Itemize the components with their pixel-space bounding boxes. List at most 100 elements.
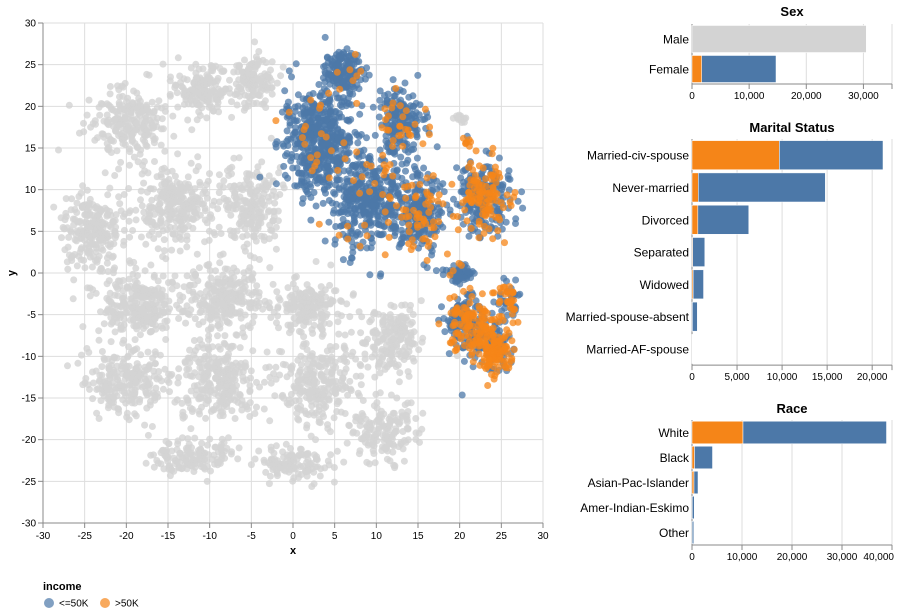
point-unselected (162, 336, 170, 343)
point-low-income (446, 206, 454, 214)
point-unselected (303, 458, 311, 466)
point-unselected (227, 231, 235, 239)
point-unselected (272, 363, 280, 371)
point-unselected (390, 442, 398, 450)
point-unselected (143, 188, 151, 196)
point-unselected (388, 344, 396, 352)
point-unselected (79, 182, 87, 190)
point-unselected (181, 413, 188, 421)
point-low-income (307, 194, 315, 201)
point-unselected (234, 455, 242, 463)
point-unselected (253, 403, 260, 411)
point-unselected (326, 300, 334, 308)
point-unselected (308, 310, 316, 318)
point-low-income (339, 215, 347, 223)
point-unselected (190, 337, 198, 344)
point-unselected (375, 417, 383, 425)
point-unselected (224, 295, 232, 303)
point-unselected (221, 332, 229, 340)
point-unselected (366, 318, 374, 326)
point-unselected (166, 91, 174, 98)
point-unselected (196, 299, 204, 307)
point-unselected (265, 363, 273, 371)
point-unselected (251, 455, 259, 463)
point-unselected (143, 70, 151, 78)
point-unselected (145, 289, 153, 297)
point-unselected (103, 111, 111, 119)
point-unselected (125, 145, 133, 153)
point-unselected (245, 98, 253, 106)
point-unselected (115, 379, 123, 387)
point-low-income (321, 78, 329, 86)
point-unselected (246, 387, 254, 394)
point-unselected (228, 113, 236, 121)
point-unselected (220, 339, 228, 347)
point-unselected (269, 280, 277, 288)
point-unselected (150, 139, 158, 147)
point-unselected (289, 452, 297, 460)
point-unselected (189, 288, 197, 296)
point-unselected (267, 379, 275, 387)
point-unselected (147, 328, 155, 336)
point-unselected (183, 371, 190, 379)
point-unselected (176, 247, 184, 255)
point-unselected (318, 326, 326, 334)
point-unselected (125, 185, 133, 192)
point-unselected (228, 381, 236, 389)
point-unselected (151, 360, 159, 368)
point-unselected (145, 383, 153, 391)
point-unselected (117, 158, 125, 166)
point-unselected (256, 383, 263, 391)
point-unselected (142, 217, 150, 225)
point-unselected (189, 86, 197, 94)
point-unselected (216, 64, 224, 72)
point-unselected (142, 459, 150, 467)
point-unselected (188, 126, 196, 134)
point-unselected (230, 182, 238, 190)
point-unselected (332, 287, 340, 295)
point-unselected (356, 422, 364, 429)
point-unselected (74, 359, 82, 367)
point-unselected (265, 480, 273, 488)
point-low-income (351, 170, 359, 178)
point-unselected (318, 332, 326, 340)
point-unselected (158, 377, 165, 385)
point-unselected (113, 302, 121, 310)
point-unselected (212, 267, 219, 275)
point-unselected (123, 413, 131, 421)
point-low-income (414, 71, 422, 79)
point-unselected (140, 179, 148, 187)
point-unselected (81, 236, 89, 244)
point-unselected (375, 423, 383, 431)
point-unselected (142, 317, 150, 325)
tsne-scatter-plot[interactable]: -30 -25 -20 -15 -10 -5 0 5 10 15 20 25 3030252015105… (0, 0, 560, 613)
point-unselected (203, 71, 211, 79)
point-unselected (188, 372, 196, 380)
point-unselected (378, 346, 386, 353)
point-unselected (289, 477, 297, 485)
point-unselected (306, 395, 313, 403)
point-unselected (152, 384, 160, 392)
point-unselected (143, 404, 151, 412)
point-unselected (349, 429, 357, 437)
point-low-income (307, 216, 315, 224)
point-unselected (324, 379, 332, 386)
point-unselected (197, 307, 205, 315)
point-unselected (119, 396, 127, 404)
point-low-income (428, 181, 436, 189)
point-unselected (113, 362, 121, 370)
point-unselected (91, 136, 99, 144)
point-unselected (150, 271, 158, 279)
point-unselected (271, 232, 279, 240)
point-unselected (132, 379, 140, 387)
point-unselected (198, 378, 206, 386)
point-low-income (355, 132, 363, 140)
point-low-income (468, 268, 476, 275)
point-low-income (356, 110, 364, 118)
point-unselected (391, 428, 399, 436)
point-unselected (111, 116, 119, 124)
scatter-points[interactable] (50, 33, 527, 490)
point-unselected (131, 336, 139, 344)
point-unselected (173, 282, 181, 290)
point-unselected (166, 184, 174, 192)
